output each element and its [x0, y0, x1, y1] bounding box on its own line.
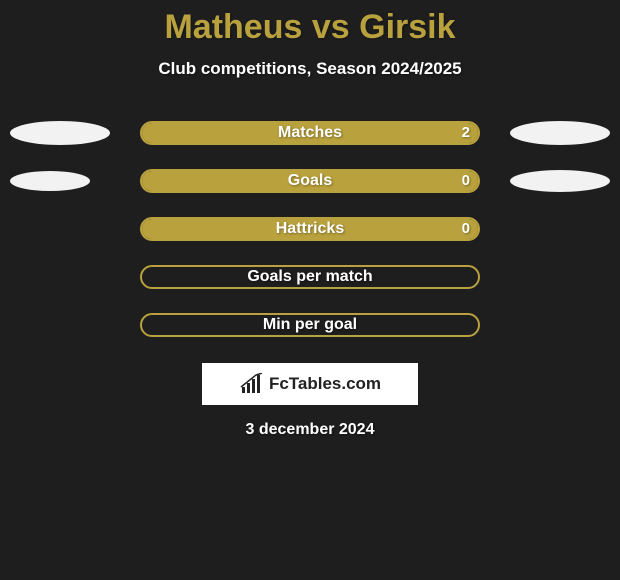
logo-box[interactable]: FcTables.com	[202, 363, 418, 405]
stat-label: Min per goal	[142, 315, 478, 335]
page-title: Matheus vs Girsik	[0, 0, 620, 47]
stat-row: Goals0	[0, 169, 620, 193]
stats-area: Matches2Goals0Hattricks0Goals per matchM…	[0, 121, 620, 337]
stat-bar-track: Matches2	[140, 121, 480, 145]
stat-label: Goals	[142, 171, 478, 191]
player1-marker	[10, 121, 110, 145]
stat-label: Goals per match	[142, 267, 478, 287]
stat-label: Hattricks	[142, 219, 478, 239]
subtitle: Club competitions, Season 2024/2025	[0, 59, 620, 79]
stat-row: Hattricks0	[0, 217, 620, 241]
player1-name: Matheus	[164, 8, 302, 46]
stat-bar-track: Min per goal	[140, 313, 480, 337]
stat-bar-track: Hattricks0	[140, 217, 480, 241]
player2-marker	[510, 170, 610, 192]
stat-value-right: 2	[462, 123, 470, 143]
stat-row: Matches2	[0, 121, 620, 145]
stat-bar-track: Goals0	[140, 169, 480, 193]
stat-bar-track: Goals per match	[140, 265, 480, 289]
player1-marker	[10, 171, 90, 191]
player2-name: Girsik	[359, 8, 455, 46]
vs-text: vs	[312, 8, 350, 46]
logo-text: FcTables.com	[269, 374, 381, 394]
date-text: 3 december 2024	[0, 421, 620, 439]
stat-row: Goals per match	[0, 265, 620, 289]
stat-row: Min per goal	[0, 313, 620, 337]
stat-label: Matches	[142, 123, 478, 143]
stat-value-right: 0	[462, 219, 470, 239]
comparison-card: Matheus vs Girsik Club competitions, Sea…	[0, 0, 620, 580]
stat-value-right: 0	[462, 171, 470, 191]
player2-marker	[510, 121, 610, 145]
bar-chart-icon	[239, 373, 265, 395]
